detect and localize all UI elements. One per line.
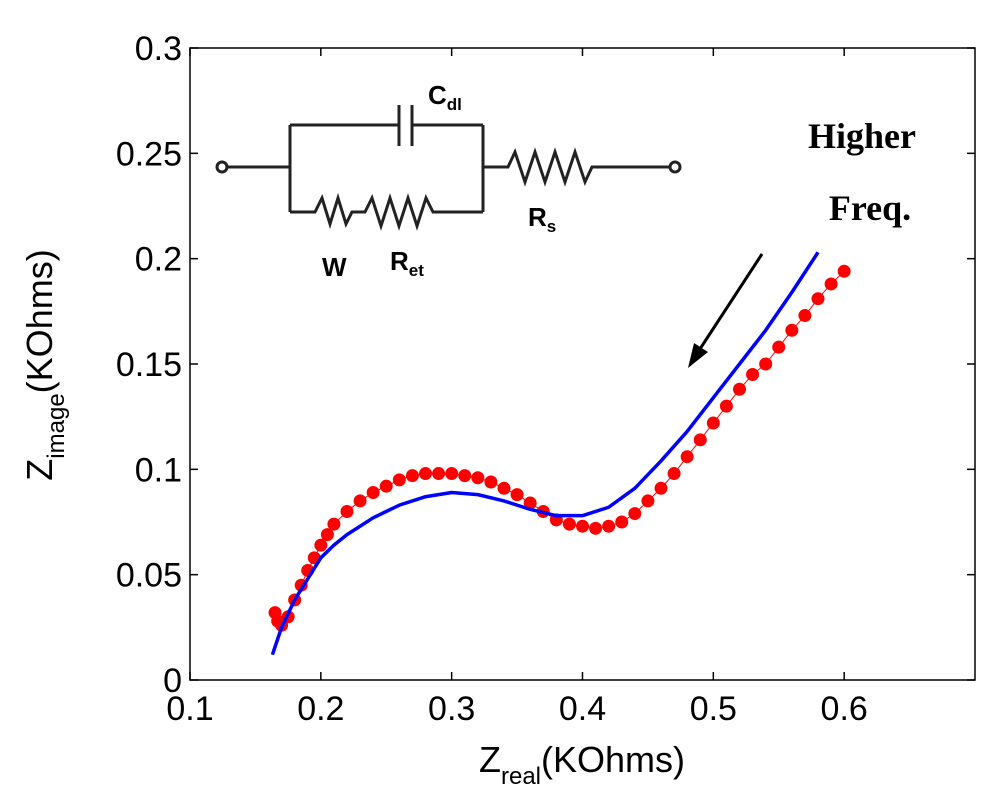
label-main: Z bbox=[19, 459, 60, 481]
data-point bbox=[327, 517, 341, 531]
data-point bbox=[484, 475, 498, 489]
data-point bbox=[654, 481, 668, 495]
data-point bbox=[471, 471, 485, 485]
data-point bbox=[719, 399, 733, 413]
data-point bbox=[641, 494, 655, 508]
y-tick-label: 0.15 bbox=[116, 346, 182, 384]
x-tick-label: 0.2 bbox=[297, 690, 344, 728]
data-point bbox=[693, 433, 707, 447]
data-point bbox=[392, 473, 406, 487]
series-line bbox=[270, 251, 820, 656]
data-point bbox=[615, 515, 629, 529]
y-tick-label: 0.05 bbox=[116, 557, 182, 595]
y-tick-label: 0.3 bbox=[135, 30, 182, 68]
data-point bbox=[824, 277, 838, 291]
label-sub: s bbox=[547, 217, 556, 236]
x-tick-label: 0.6 bbox=[821, 690, 868, 728]
data-point bbox=[811, 292, 825, 306]
data-point bbox=[419, 467, 432, 481]
arrow-shaft bbox=[696, 253, 764, 353]
data-point bbox=[353, 494, 367, 508]
data-point bbox=[445, 467, 459, 481]
y-tick-label: 0.25 bbox=[116, 135, 182, 173]
data-point bbox=[320, 528, 334, 542]
series-connector bbox=[274, 270, 845, 626]
data-point bbox=[733, 382, 746, 396]
data-point bbox=[510, 488, 524, 502]
label-main: C bbox=[428, 80, 447, 110]
circuit-diagram: Cdl W Ret Rs bbox=[215, 80, 682, 282]
data-point bbox=[667, 467, 681, 481]
y-tick-label: 0 bbox=[163, 662, 182, 700]
x-tick-label: 0.3 bbox=[428, 690, 475, 728]
label-sub: et bbox=[409, 261, 424, 280]
marks bbox=[268, 251, 851, 656]
data-point bbox=[680, 450, 694, 464]
x-tick-label: 0.1 bbox=[166, 690, 213, 728]
label-main: R bbox=[528, 202, 547, 232]
y-tick-label: 0.2 bbox=[135, 241, 182, 279]
arrow-head bbox=[688, 343, 708, 368]
data-point bbox=[837, 264, 851, 278]
y-axis-label: Zimage(KOhms) bbox=[19, 249, 70, 480]
label-sub: dl bbox=[447, 95, 462, 114]
label-sub: image bbox=[43, 393, 70, 458]
data-point bbox=[785, 323, 799, 337]
data-point bbox=[523, 496, 537, 510]
data-point bbox=[432, 467, 446, 481]
warburg-resistor bbox=[290, 192, 483, 231]
terminal bbox=[215, 160, 229, 174]
data-point bbox=[746, 368, 760, 382]
data-point bbox=[562, 517, 576, 531]
annotation: Freq. bbox=[829, 188, 911, 228]
label-main: R bbox=[390, 246, 409, 276]
data-point bbox=[589, 521, 603, 535]
x-tick-label: 0.5 bbox=[690, 690, 737, 728]
data-point bbox=[759, 357, 773, 371]
data-point bbox=[772, 340, 786, 354]
ticks: 0.1 0.2 0.3 0.4 0.5 0.6 0 0.05 0.1 0.15 0.2 0.25 0.3 bbox=[116, 30, 975, 728]
data-point bbox=[706, 416, 720, 430]
resistor bbox=[483, 147, 670, 187]
data-point bbox=[576, 519, 589, 533]
label-unit: (KOhms) bbox=[541, 739, 685, 780]
data-point bbox=[405, 469, 419, 483]
data-point bbox=[458, 469, 472, 483]
data-point bbox=[798, 309, 812, 323]
data-point bbox=[340, 504, 354, 518]
data-point bbox=[497, 481, 511, 495]
y-tick-label: 0.1 bbox=[135, 451, 182, 489]
data-point bbox=[314, 538, 328, 552]
data-point bbox=[628, 507, 642, 521]
label-unit: (KOhms) bbox=[19, 249, 60, 393]
label-main: Z bbox=[479, 739, 501, 780]
x-tick-label: 0.4 bbox=[559, 690, 606, 728]
label-sub: real bbox=[501, 763, 541, 790]
w-label: W bbox=[322, 252, 347, 282]
terminal bbox=[668, 160, 682, 174]
data-point bbox=[366, 486, 380, 500]
cdl-label: Cdl bbox=[428, 80, 462, 114]
data-point bbox=[602, 519, 616, 533]
rs-label: Rs bbox=[528, 202, 556, 236]
annotation: Higher bbox=[808, 116, 916, 156]
ret-label: Ret bbox=[390, 246, 424, 280]
data-point bbox=[379, 479, 393, 493]
x-axis-label: Zreal(KOhms) bbox=[479, 739, 685, 790]
